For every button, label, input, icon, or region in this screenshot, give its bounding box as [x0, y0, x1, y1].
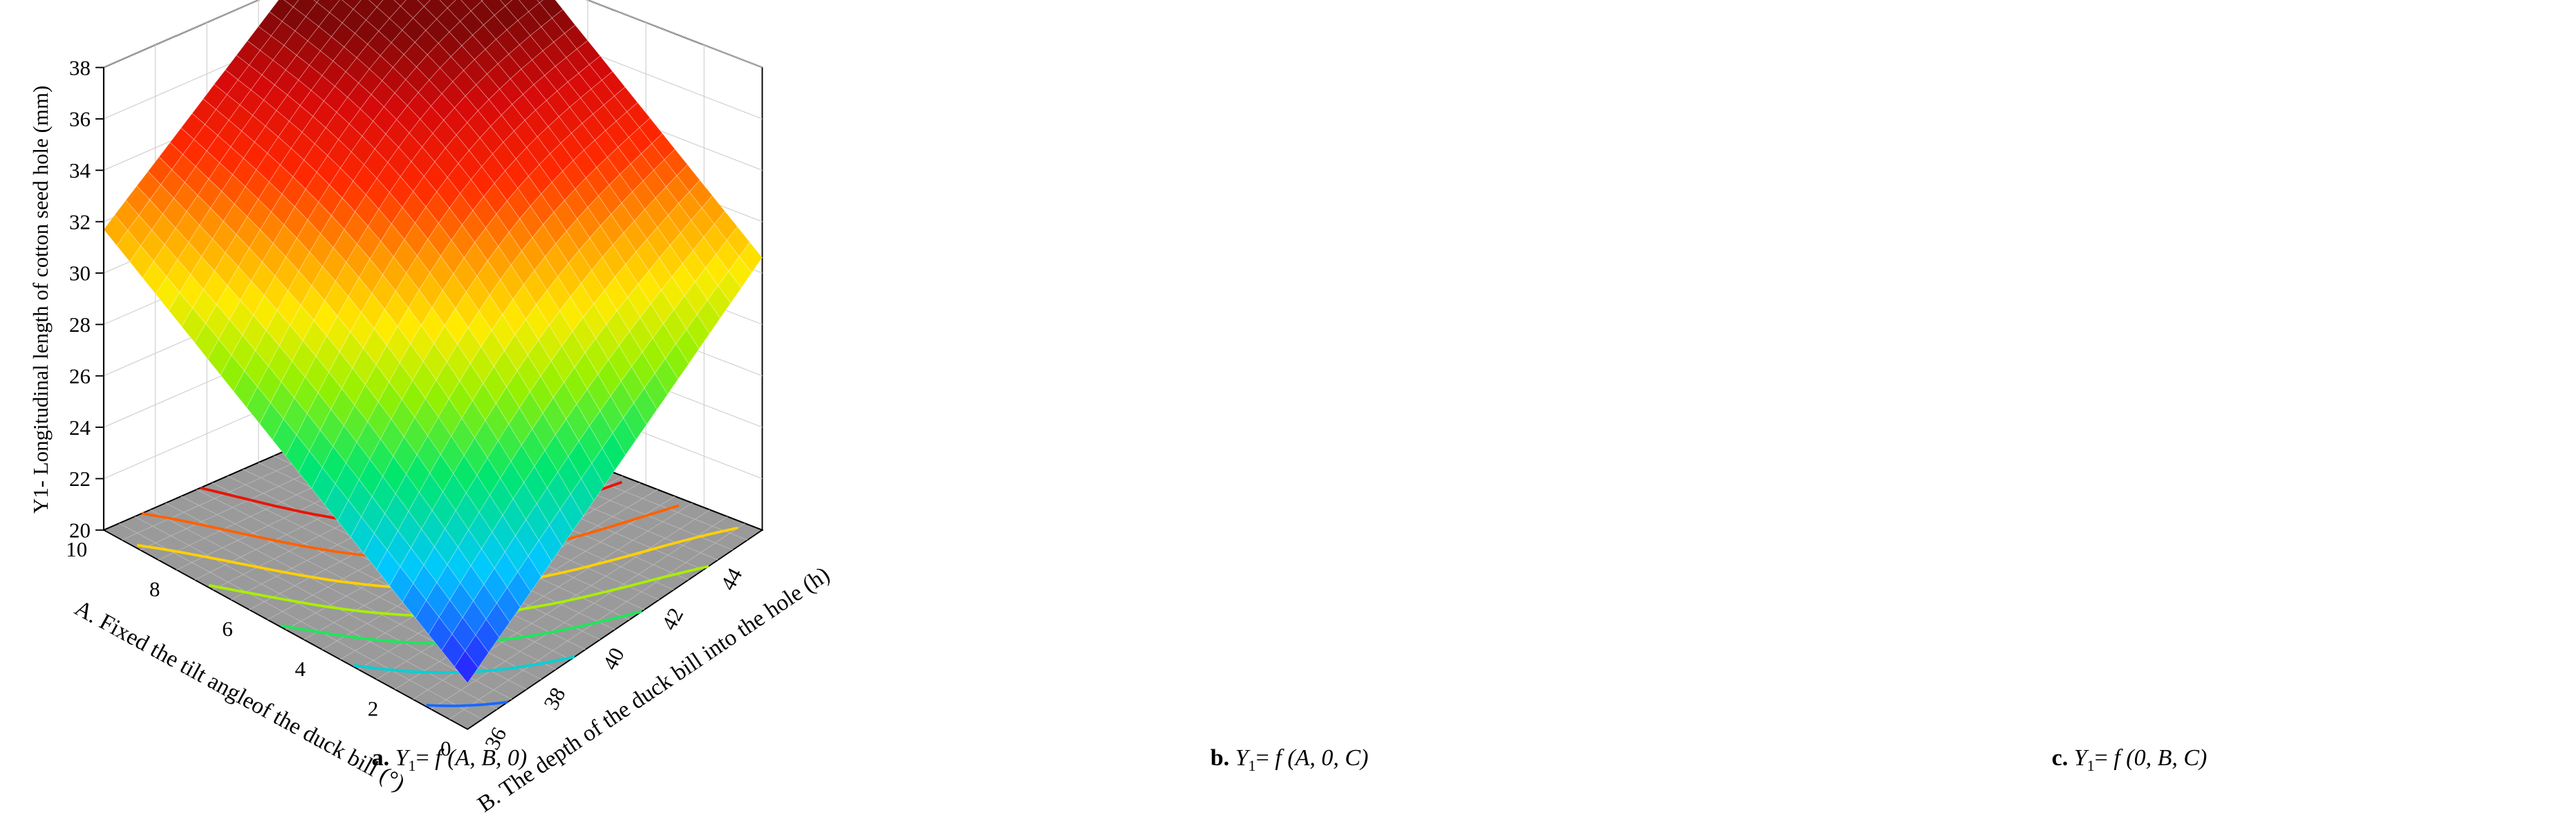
floor-contour: [281, 610, 642, 645]
left-axis-tick-label: 10: [66, 537, 87, 561]
z-tick-label: 34: [69, 158, 91, 182]
surface-patch: [454, 650, 479, 684]
right-axis-tick-label: 38: [539, 684, 570, 714]
left-axis-tick-label: 6: [222, 617, 232, 641]
surface-patch: [496, 587, 521, 623]
left-axis-tick-label: 2: [368, 696, 378, 720]
surface-patch: [696, 299, 721, 335]
right-axis-tick-label: 40: [597, 644, 628, 674]
z-tick-label: 20: [69, 518, 91, 542]
surface-patch: [283, 0, 299, 8]
surface-patch: [686, 314, 710, 350]
surface-patch: [559, 493, 584, 532]
floor-contour: [353, 655, 575, 674]
floor-contour: [426, 700, 508, 708]
surface-patch: [536, 0, 543, 3]
surface-patch: [623, 402, 647, 441]
surface-patch: [707, 285, 731, 319]
z-tick-label: 22: [69, 467, 91, 491]
left-axis-tick-label: 8: [149, 577, 160, 601]
left-axis-tick-label: 0: [440, 736, 451, 760]
z-tick-label: 28: [69, 312, 91, 337]
z-tick-label: 30: [69, 261, 91, 285]
caption-b: b. Y1= f (A, 0, C): [1210, 745, 1369, 774]
surface-patch: [480, 0, 484, 2]
surface-patch: [342, 0, 362, 10]
z-tick-label: 32: [69, 209, 91, 234]
surface-patch: [313, 0, 319, 3]
surface-patch: [465, 634, 489, 668]
floor-grid-line: [431, 516, 728, 710]
right-axis-tick-label: 42: [657, 603, 688, 634]
right-axis-tick-label: 44: [716, 564, 747, 594]
z-tick-label: 36: [69, 107, 91, 131]
z-tick-label: 24: [69, 415, 91, 440]
surface-patch: [612, 417, 637, 456]
surface-patch: [417, 0, 431, 7]
caption-c: c. Y1= f (0, B, C): [2051, 745, 2208, 774]
surface-patch: [675, 328, 700, 365]
surface-patch: [368, 0, 384, 8]
z-tick-label: 26: [69, 364, 91, 388]
surface-patch: [499, 0, 513, 7]
caption-a: a. Y1= f (A, B, 0): [371, 745, 528, 774]
floor-contour: [137, 526, 738, 590]
surface-patch: [738, 241, 763, 274]
surface-patch: [570, 478, 595, 517]
surface-patch: [507, 571, 532, 608]
surface-patch: [728, 256, 752, 289]
z-tick-label: 38: [69, 55, 91, 79]
left-axis-tick-label: 4: [295, 657, 306, 681]
z-axis-title: Y1- Longitudinal length of cotton seed h…: [28, 86, 53, 514]
surface-patch: [665, 343, 689, 380]
response-surface: [103, 0, 763, 684]
floor-contour: [208, 565, 709, 617]
floor-grid-line: [394, 503, 693, 690]
surface-patch: [485, 603, 510, 638]
